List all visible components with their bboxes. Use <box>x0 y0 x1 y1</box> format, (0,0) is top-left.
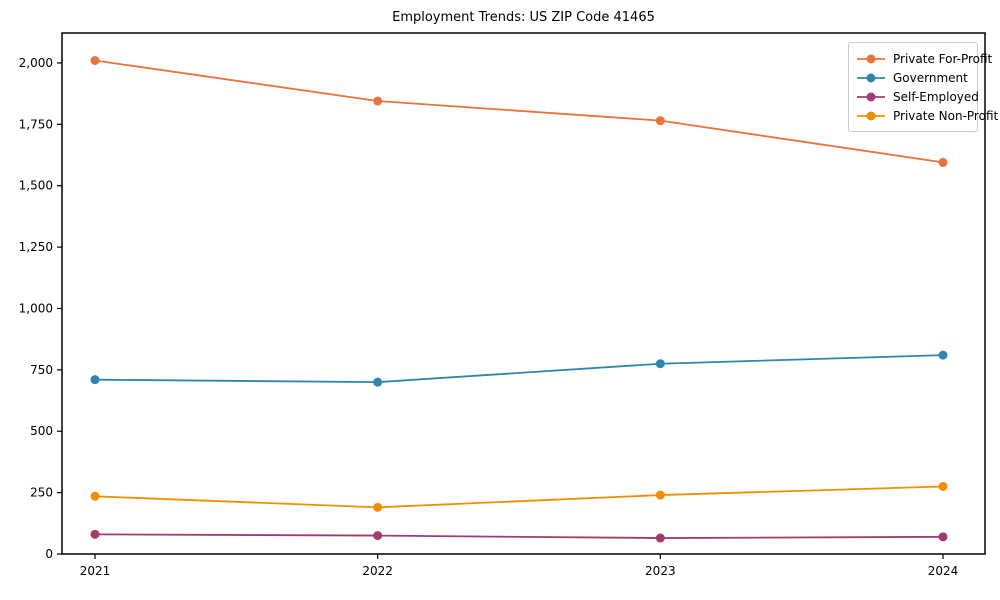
data-point-marker <box>90 375 100 385</box>
y-tick-label: 750 <box>30 363 53 377</box>
data-point-marker <box>655 533 665 543</box>
series-line <box>94 485 944 509</box>
legend-marker-dot <box>866 54 876 63</box>
data-point-marker <box>373 96 383 106</box>
y-tick-label: 2,000 <box>19 56 53 70</box>
y-tick-label: 1,000 <box>19 301 53 315</box>
data-point-marker <box>938 532 948 542</box>
y-tick-label: 0 <box>45 547 53 561</box>
series-line <box>94 533 944 539</box>
data-point-marker <box>655 490 665 500</box>
legend-marker-dot <box>866 111 876 120</box>
y-tick-label: 500 <box>30 424 53 438</box>
legend-item: Government <box>856 68 969 87</box>
legend-line-marker-icon <box>857 111 885 120</box>
legend-line-marker-icon <box>857 73 885 82</box>
y-tick-label: 1,500 <box>19 179 53 193</box>
series-line <box>94 59 944 164</box>
y-tick-label: 250 <box>30 486 53 500</box>
legend-item: Private For-Profit <box>856 49 992 68</box>
axes-frame <box>61 32 986 555</box>
series-line <box>94 354 944 384</box>
data-point-marker <box>373 531 383 541</box>
data-point-marker <box>938 350 948 360</box>
data-point-marker <box>90 491 100 501</box>
data-point-marker <box>90 529 100 539</box>
data-point-marker <box>655 359 665 369</box>
x-tick-label: 2022 <box>362 564 393 578</box>
legend-item: Self-Employed <box>856 87 979 106</box>
y-tick-label: 1,250 <box>19 240 53 254</box>
legend-marker-dot <box>866 92 876 101</box>
legend-marker-dot <box>866 73 876 82</box>
legend-label: Self-Employed <box>893 89 979 104</box>
legend-line-marker-icon <box>857 54 885 63</box>
legend-label: Private For-Profit <box>893 51 993 66</box>
data-point-marker <box>655 116 665 126</box>
chart-title: Employment Trends: US ZIP Code 41465 <box>392 10 655 25</box>
x-tick-label: 2023 <box>645 564 676 578</box>
data-point-marker <box>90 55 100 65</box>
legend-label: Private Non-Profit <box>893 108 999 123</box>
legend-line-marker-icon <box>857 92 885 101</box>
y-tick-label: 1,750 <box>19 117 53 131</box>
data-point-marker <box>938 157 948 167</box>
data-point-marker <box>938 481 948 491</box>
legend: Private For-Profit Government Self-Employe… <box>848 42 998 132</box>
data-point-marker <box>373 377 383 387</box>
x-tick-label: 2024 <box>928 564 959 578</box>
x-tick-label: 2021 <box>80 564 111 578</box>
legend-label: Government <box>893 70 968 85</box>
legend-item: Private Non-Profit <box>856 106 998 125</box>
data-point-marker <box>373 502 383 512</box>
